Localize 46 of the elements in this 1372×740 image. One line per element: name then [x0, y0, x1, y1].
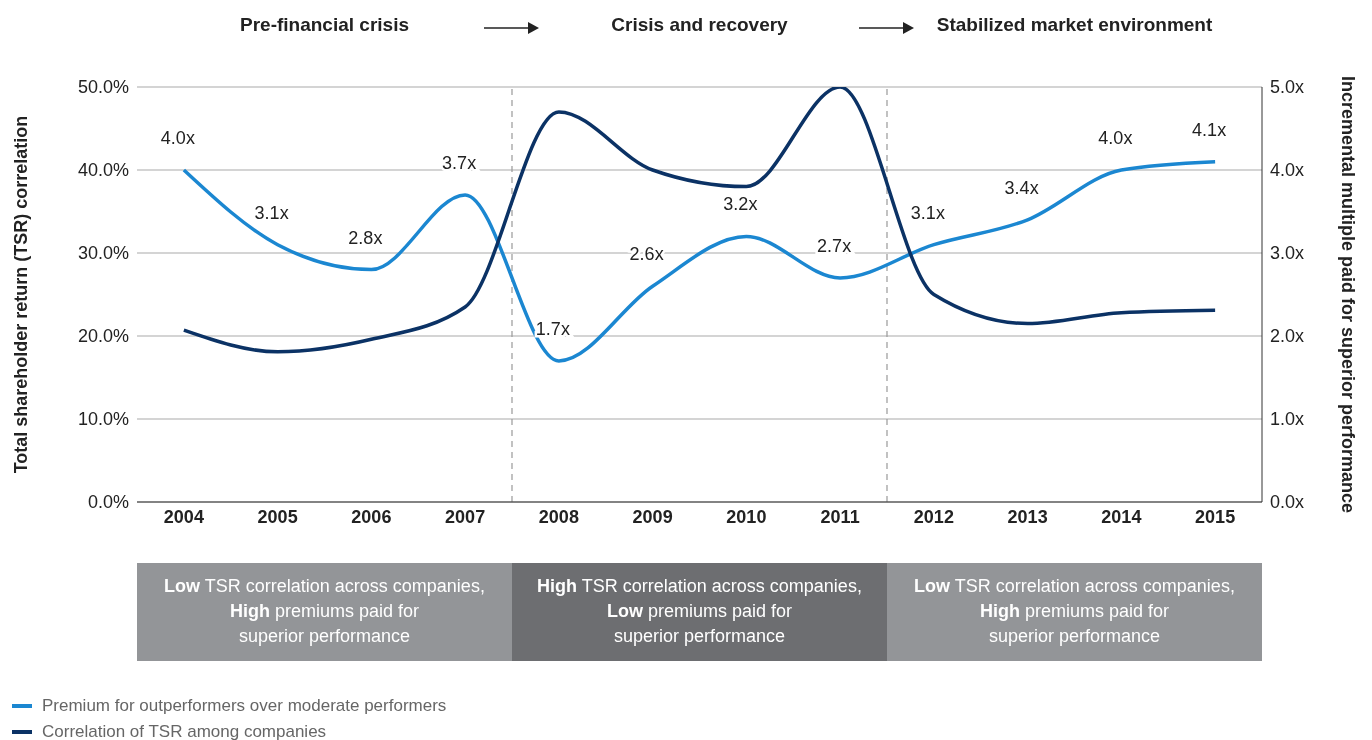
x-tick-label: 2004 — [163, 506, 204, 527]
x-tick-label: 2009 — [632, 506, 673, 527]
data-label: 2.8x — [348, 227, 383, 248]
data-label: 4.0x — [1098, 128, 1133, 148]
y2-tick-label: 0.0x — [1270, 492, 1305, 513]
y-axis-title: Total shareholder return (TSR) correlation — [11, 115, 32, 474]
y-tick-label: 50.0% — [77, 77, 129, 98]
y2-tick-label: 5.0x — [1270, 77, 1305, 98]
x-tick-label: 2006 — [351, 506, 392, 527]
x-tick-label: 2008 — [538, 506, 579, 527]
data-label: 2.6x — [629, 244, 664, 265]
text: Crisis and recovery — [610, 14, 789, 36]
text: Stabilized market environment — [935, 14, 1214, 36]
data-label: 4.0x — [160, 128, 195, 148]
text: High TSR correlation across companies, Low premiums paid for superior performance — [536, 575, 863, 648]
data-label: 3.2x — [723, 194, 758, 215]
y-tick-label: 30.0% — [77, 243, 129, 264]
x-tick-label: 2005 — [257, 506, 298, 527]
data-label: 3.1x — [910, 202, 945, 223]
text: Low TSR correlation across companies, High premiums paid for superior performance — [163, 575, 486, 648]
text: Low TSR correlation across companies, High premiums paid for superior performance — [913, 575, 1236, 648]
x-tick-label: 2012 — [913, 506, 954, 527]
x-tick-label: 2007 — [445, 506, 486, 527]
data-label: 1.7x — [535, 318, 570, 339]
y-tick-label: 20.0% — [77, 326, 129, 347]
x-tick-label: 2013 — [1007, 506, 1048, 527]
y-tick-label: 0.0% — [87, 492, 129, 513]
y-tick-label: 40.0% — [77, 160, 129, 181]
y2-tick-label: 4.0x — [1270, 160, 1305, 181]
x-tick-label: 2015 — [1195, 506, 1236, 527]
legend-label: Premium for outperformers over moderate performers — [42, 696, 447, 716]
legend-label: Correlation of TSR among companies — [42, 722, 327, 740]
x-tick-label: 2014 — [1101, 506, 1142, 527]
data-label: 4.1x — [1192, 119, 1227, 140]
x-tick-label: 2011 — [820, 506, 860, 527]
y2-tick-label: 3.0x — [1270, 243, 1305, 264]
data-label: 3.4x — [1004, 177, 1039, 198]
x-tick-label: 2010 — [726, 506, 767, 527]
y2-tick-label: 2.0x — [1270, 326, 1305, 347]
data-label: 3.7x — [442, 152, 477, 173]
y2-axis-title: Incremental multiple paid for superior performance — [1337, 75, 1358, 514]
data-label: 2.7x — [817, 235, 852, 256]
y2-tick-label: 1.0x — [1270, 409, 1305, 430]
data-label: 3.1x — [254, 202, 289, 223]
text: Pre-financial crisis — [239, 14, 410, 36]
y-tick-label: 10.0% — [77, 409, 129, 430]
